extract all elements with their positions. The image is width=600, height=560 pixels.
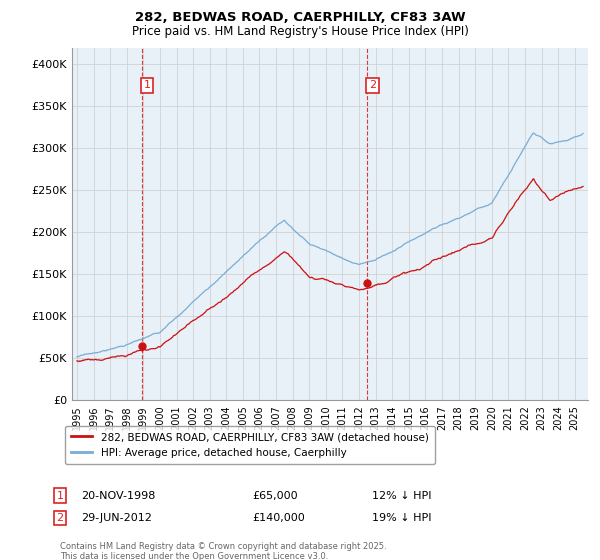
Text: Price paid vs. HM Land Registry's House Price Index (HPI): Price paid vs. HM Land Registry's House …: [131, 25, 469, 38]
Text: £65,000: £65,000: [252, 491, 298, 501]
Text: 29-JUN-2012: 29-JUN-2012: [81, 513, 152, 523]
Text: 20-NOV-1998: 20-NOV-1998: [81, 491, 155, 501]
Legend: 282, BEDWAS ROAD, CAERPHILLY, CF83 3AW (detached house), HPI: Average price, det: 282, BEDWAS ROAD, CAERPHILLY, CF83 3AW (…: [65, 426, 435, 464]
Text: 282, BEDWAS ROAD, CAERPHILLY, CF83 3AW: 282, BEDWAS ROAD, CAERPHILLY, CF83 3AW: [134, 11, 466, 24]
Text: 12% ↓ HPI: 12% ↓ HPI: [372, 491, 431, 501]
Text: 1: 1: [56, 491, 64, 501]
Text: Contains HM Land Registry data © Crown copyright and database right 2025.
This d: Contains HM Land Registry data © Crown c…: [60, 542, 386, 560]
Text: 2: 2: [369, 81, 376, 90]
Text: £140,000: £140,000: [252, 513, 305, 523]
Text: 19% ↓ HPI: 19% ↓ HPI: [372, 513, 431, 523]
Text: 2: 2: [56, 513, 64, 523]
Text: 1: 1: [143, 81, 151, 90]
